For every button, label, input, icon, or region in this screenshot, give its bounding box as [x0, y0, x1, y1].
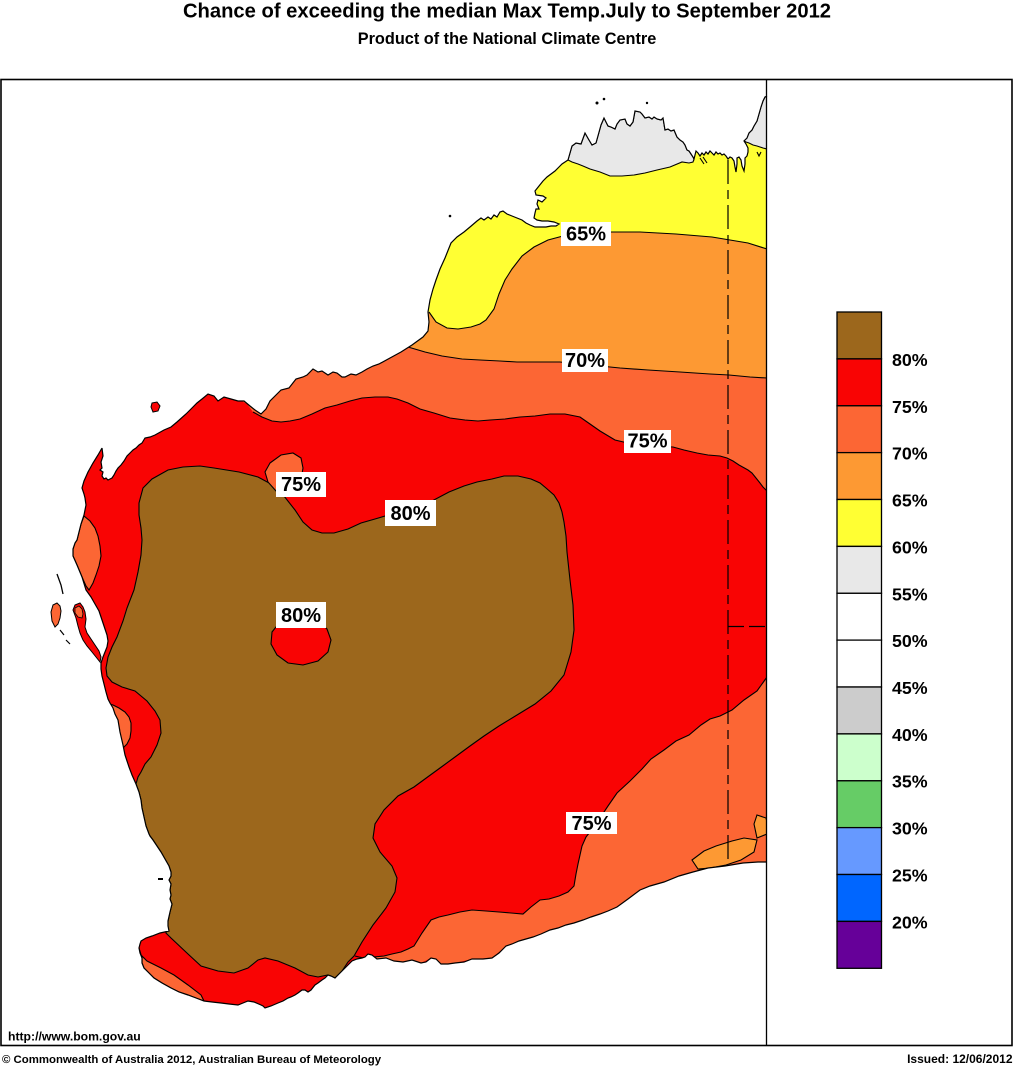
- svg-text:65%: 65%: [566, 224, 606, 246]
- svg-text:65%: 65%: [892, 491, 928, 511]
- svg-text:50%: 50%: [892, 631, 928, 651]
- svg-text:© Commonwealth of Australia 20: © Commonwealth of Australia 2012, Austra…: [2, 1054, 382, 1066]
- svg-text:http://www.bom.gov.au: http://www.bom.gov.au: [8, 1030, 141, 1044]
- svg-text:70%: 70%: [565, 350, 605, 372]
- svg-text:75%: 75%: [892, 397, 928, 417]
- svg-text:45%: 45%: [892, 678, 928, 698]
- svg-text:80%: 80%: [892, 350, 928, 370]
- svg-text:Issued: 12/06/2012: Issued: 12/06/2012: [907, 1052, 1013, 1066]
- svg-text:60%: 60%: [892, 537, 928, 557]
- svg-text:80%: 80%: [281, 605, 321, 627]
- svg-text:Product of the National Climat: Product of the National Climate Centre: [358, 30, 657, 48]
- svg-text:75%: 75%: [571, 813, 611, 835]
- svg-text:35%: 35%: [892, 772, 928, 792]
- svg-text:80%: 80%: [390, 503, 430, 525]
- svg-text:40%: 40%: [892, 725, 928, 745]
- svg-text:25%: 25%: [892, 866, 928, 886]
- svg-text:70%: 70%: [892, 444, 928, 464]
- svg-text:20%: 20%: [892, 912, 928, 932]
- svg-text:55%: 55%: [892, 584, 928, 604]
- svg-text:Chance of exceeding the median: Chance of exceeding the median Max Temp.…: [183, 1, 831, 23]
- svg-text:75%: 75%: [627, 431, 667, 453]
- svg-text:75%: 75%: [281, 474, 321, 496]
- svg-text:30%: 30%: [892, 819, 928, 839]
